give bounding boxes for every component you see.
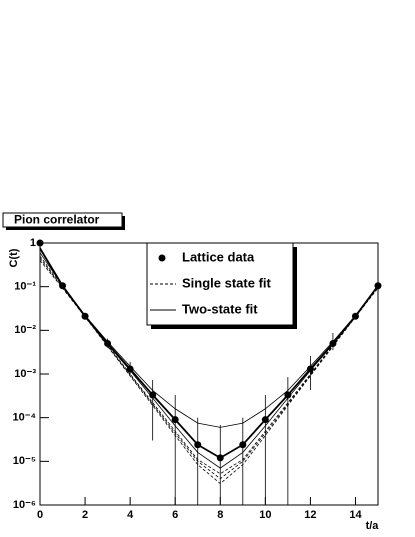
title-box [2, 212, 123, 228]
y-tick-label: 10⁻⁵ [13, 455, 36, 467]
y-tick-label: 10⁻⁶ [13, 499, 36, 511]
x-tick-label: 12 [304, 509, 316, 521]
x-tick-label: 4 [127, 509, 134, 521]
data-point [104, 339, 112, 347]
fit-curve [39, 260, 379, 485]
data-point [284, 391, 292, 399]
data-point [171, 416, 179, 424]
data-point [351, 312, 359, 320]
data-point [149, 391, 157, 399]
data-point [261, 416, 269, 424]
legend-label: Two-state fit [182, 301, 258, 316]
data-point [36, 239, 44, 247]
data-point [216, 454, 224, 462]
legend-label: Lattice data [182, 249, 255, 264]
data-point [306, 365, 314, 373]
data-point [374, 282, 382, 290]
data-point [126, 365, 134, 373]
y-tick-label: 10⁻³ [14, 368, 36, 380]
x-tick-label: 6 [172, 509, 178, 521]
data-point [239, 441, 247, 449]
x-tick-label: 14 [349, 509, 362, 521]
fit-curve [39, 247, 379, 469]
x-tick-label: 8 [217, 509, 223, 521]
y-tick-label: 10⁻¹ [14, 281, 36, 293]
x-tick-label: 2 [82, 509, 88, 521]
y-tick-label: 10⁻² [14, 324, 36, 336]
legend-label: Single state fit [182, 275, 272, 290]
data-point [59, 282, 67, 290]
data-point [194, 441, 202, 449]
data-point [81, 312, 89, 320]
fit-curve [39, 255, 379, 475]
chart-title: Pion correlator [14, 213, 100, 227]
y-tick-label: 10⁻⁴ [13, 412, 36, 424]
fit-curve [39, 252, 379, 428]
x-axis-label: t/a [366, 520, 380, 532]
y-tick-label: 1 [30, 237, 36, 249]
legend-marker [158, 254, 166, 262]
x-tick-label: 0 [37, 509, 43, 521]
x-tick-label: 10 [259, 509, 271, 521]
y-axis-label: C(t) [8, 248, 20, 267]
data-point [329, 339, 337, 347]
